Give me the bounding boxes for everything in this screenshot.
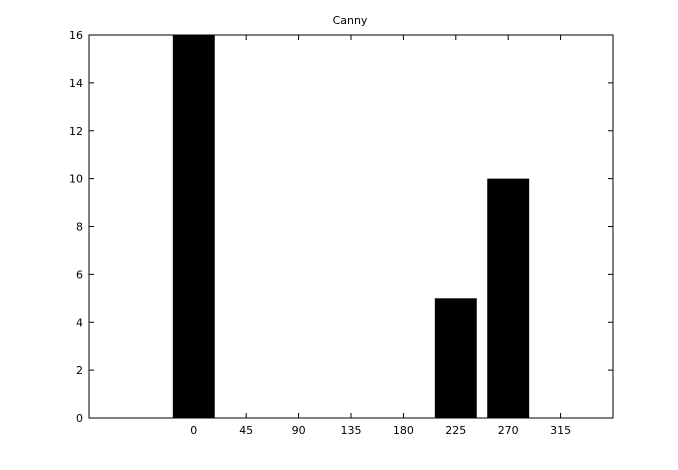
y-tick-label-16: 16 [69,29,83,42]
x-tick-label-45: 45 [239,424,253,437]
bar-225 [434,298,477,418]
x-tick-label-135: 135 [341,424,362,437]
y-tick-label-4: 4 [76,316,83,329]
x-tick-label-90: 90 [292,424,306,437]
axes-frame [88,34,614,419]
chart-title: Canny [333,14,368,27]
bars [172,35,530,418]
x-tick-label-315: 315 [550,424,571,437]
bar-0 [172,35,215,418]
y-tick-label-0: 0 [76,412,83,425]
y-tick-label-6: 6 [76,268,83,281]
y-tick-label-8: 8 [76,221,83,234]
x-tick-label-270: 270 [498,424,519,437]
x-tick-label-225: 225 [445,424,466,437]
bar-270 [487,178,530,418]
x-tick-label-0: 0 [190,424,197,437]
y-tick-labels: 0 2 4 6 8 10 12 14 16 [69,29,83,425]
y-tick-label-14: 14 [69,77,83,90]
x-tick-labels: 0 45 90 135 180 225 270 315 [190,424,571,437]
tick-marks [89,34,613,419]
y-tick-label-10: 10 [69,173,83,186]
x-tick-label-180: 180 [393,424,414,437]
y-tick-label-12: 12 [69,125,83,138]
y-tick-label-2: 2 [76,364,83,377]
